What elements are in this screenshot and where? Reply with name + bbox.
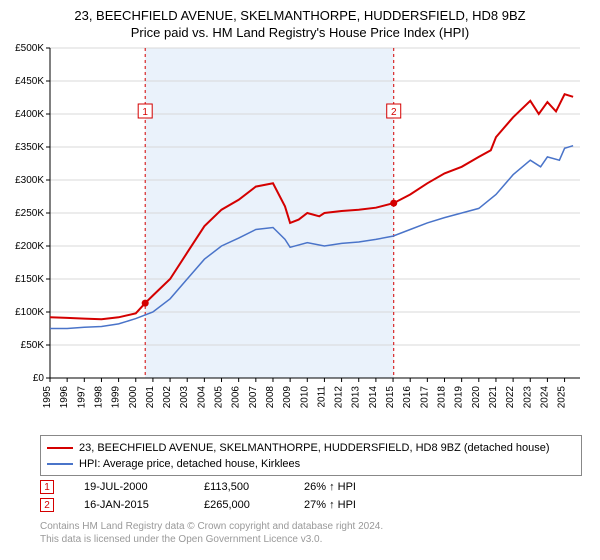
y-tick-label: £300K xyxy=(15,175,44,186)
y-tick-label: £450K xyxy=(15,76,44,87)
x-tick-label: 2020 xyxy=(471,386,482,409)
line-chart: £0 £50K £100K £150K £200K £250K £300K £350K £400… xyxy=(0,42,600,422)
x-tick-label: 2015 xyxy=(385,386,396,409)
y-tick-label: £0 xyxy=(33,373,45,384)
marker-badge-2: 2 xyxy=(40,498,54,512)
x-tick-label: 2025 xyxy=(557,386,568,409)
marker-badge-1: 1 xyxy=(40,480,54,494)
x-tick-label: 2001 xyxy=(145,386,156,409)
x-tick-label: 2002 xyxy=(162,386,173,409)
x-tick-label: 2023 xyxy=(522,386,533,409)
y-tick-label: £200K xyxy=(15,241,44,252)
x-tick-label: 2010 xyxy=(299,386,310,409)
legend-row-1: 23, BEECHFIELD AVENUE, SKELMANTHORPE, HU… xyxy=(47,440,575,456)
x-tick-label: 2016 xyxy=(402,386,413,409)
legend-box: 23, BEECHFIELD AVENUE, SKELMANTHORPE, HU… xyxy=(40,435,582,476)
marker-flag: 2 xyxy=(391,107,397,118)
legend-label-2: HPI: Average price, detached house, Kirk… xyxy=(79,458,300,470)
marker-row-2: 2 16-JAN-2015 £265,000 27% ↑ HPI xyxy=(40,496,582,514)
y-tick-label: £500K xyxy=(15,43,44,54)
x-tick-label: 2005 xyxy=(214,386,225,409)
x-tick-label: 1996 xyxy=(59,386,70,409)
x-tick-label: 2014 xyxy=(368,386,379,409)
x-tick-label: 2017 xyxy=(419,386,430,409)
y-tick-label: £350K xyxy=(15,142,44,153)
chart-area: £0 £50K £100K £150K £200K £250K £300K £350K £400… xyxy=(0,42,600,422)
y-tick-label: £400K xyxy=(15,109,44,120)
x-tick-label: 2003 xyxy=(179,386,190,409)
x-tick-label: 2007 xyxy=(248,386,259,409)
footer-line2: This data is licensed under the Open Gov… xyxy=(40,533,582,546)
x-tick-label: 2019 xyxy=(454,386,465,409)
legend-swatch-2 xyxy=(47,463,73,465)
marker-row-1: 1 19-JUL-2000 £113,500 26% ↑ HPI xyxy=(40,478,582,496)
footer-line1: Contains HM Land Registry data © Crown c… xyxy=(40,520,582,533)
x-tick-label: 2024 xyxy=(539,386,550,409)
legend-swatch-1 xyxy=(47,447,73,449)
title-block: 23, BEECHFIELD AVENUE, SKELMANTHORPE, HU… xyxy=(0,0,600,42)
marker-price-1: £113,500 xyxy=(204,481,274,493)
x-tick-label: 2006 xyxy=(231,386,242,409)
y-tick-label: £100K xyxy=(15,307,44,318)
x-tick-label: 2013 xyxy=(351,386,362,409)
x-tick-label: 2004 xyxy=(196,386,207,409)
marker-table: 1 19-JUL-2000 £113,500 26% ↑ HPI 2 16-JA… xyxy=(40,478,582,514)
x-tick-label: 2000 xyxy=(128,386,139,409)
chart-container: 23, BEECHFIELD AVENUE, SKELMANTHORPE, HU… xyxy=(0,0,600,560)
x-tick-label: 2018 xyxy=(436,386,447,409)
y-tick-label: £150K xyxy=(15,274,44,285)
title-line1: 23, BEECHFIELD AVENUE, SKELMANTHORPE, HU… xyxy=(10,8,590,23)
x-tick-label: 2008 xyxy=(265,386,276,409)
x-tick-label: 1997 xyxy=(76,386,87,409)
marker-date-2: 16-JAN-2015 xyxy=(84,499,174,511)
x-tick-label: 2009 xyxy=(282,386,293,409)
marker-price-2: £265,000 xyxy=(204,499,274,511)
x-tick-label: 2012 xyxy=(334,386,345,409)
marker-hpi-1: 26% ↑ HPI xyxy=(304,481,356,493)
x-tick-label: 1995 xyxy=(42,386,53,409)
x-tick-label: 1998 xyxy=(93,386,104,409)
legend-row-2: HPI: Average price, detached house, Kirk… xyxy=(47,456,575,472)
marker-date-1: 19-JUL-2000 xyxy=(84,481,174,493)
legend-label-1: 23, BEECHFIELD AVENUE, SKELMANTHORPE, HU… xyxy=(79,442,550,454)
x-tick-label: 2011 xyxy=(316,386,327,408)
footer: Contains HM Land Registry data © Crown c… xyxy=(40,520,582,546)
marker-hpi-2: 27% ↑ HPI xyxy=(304,499,356,511)
marker-flag: 1 xyxy=(142,107,148,118)
y-tick-label: £50K xyxy=(21,340,45,351)
y-tick-label: £250K xyxy=(15,208,44,219)
x-tick-label: 1999 xyxy=(111,386,122,409)
x-tick-label: 2022 xyxy=(505,386,516,409)
title-line2: Price paid vs. HM Land Registry's House … xyxy=(10,25,590,40)
x-tick-label: 2021 xyxy=(488,386,499,409)
